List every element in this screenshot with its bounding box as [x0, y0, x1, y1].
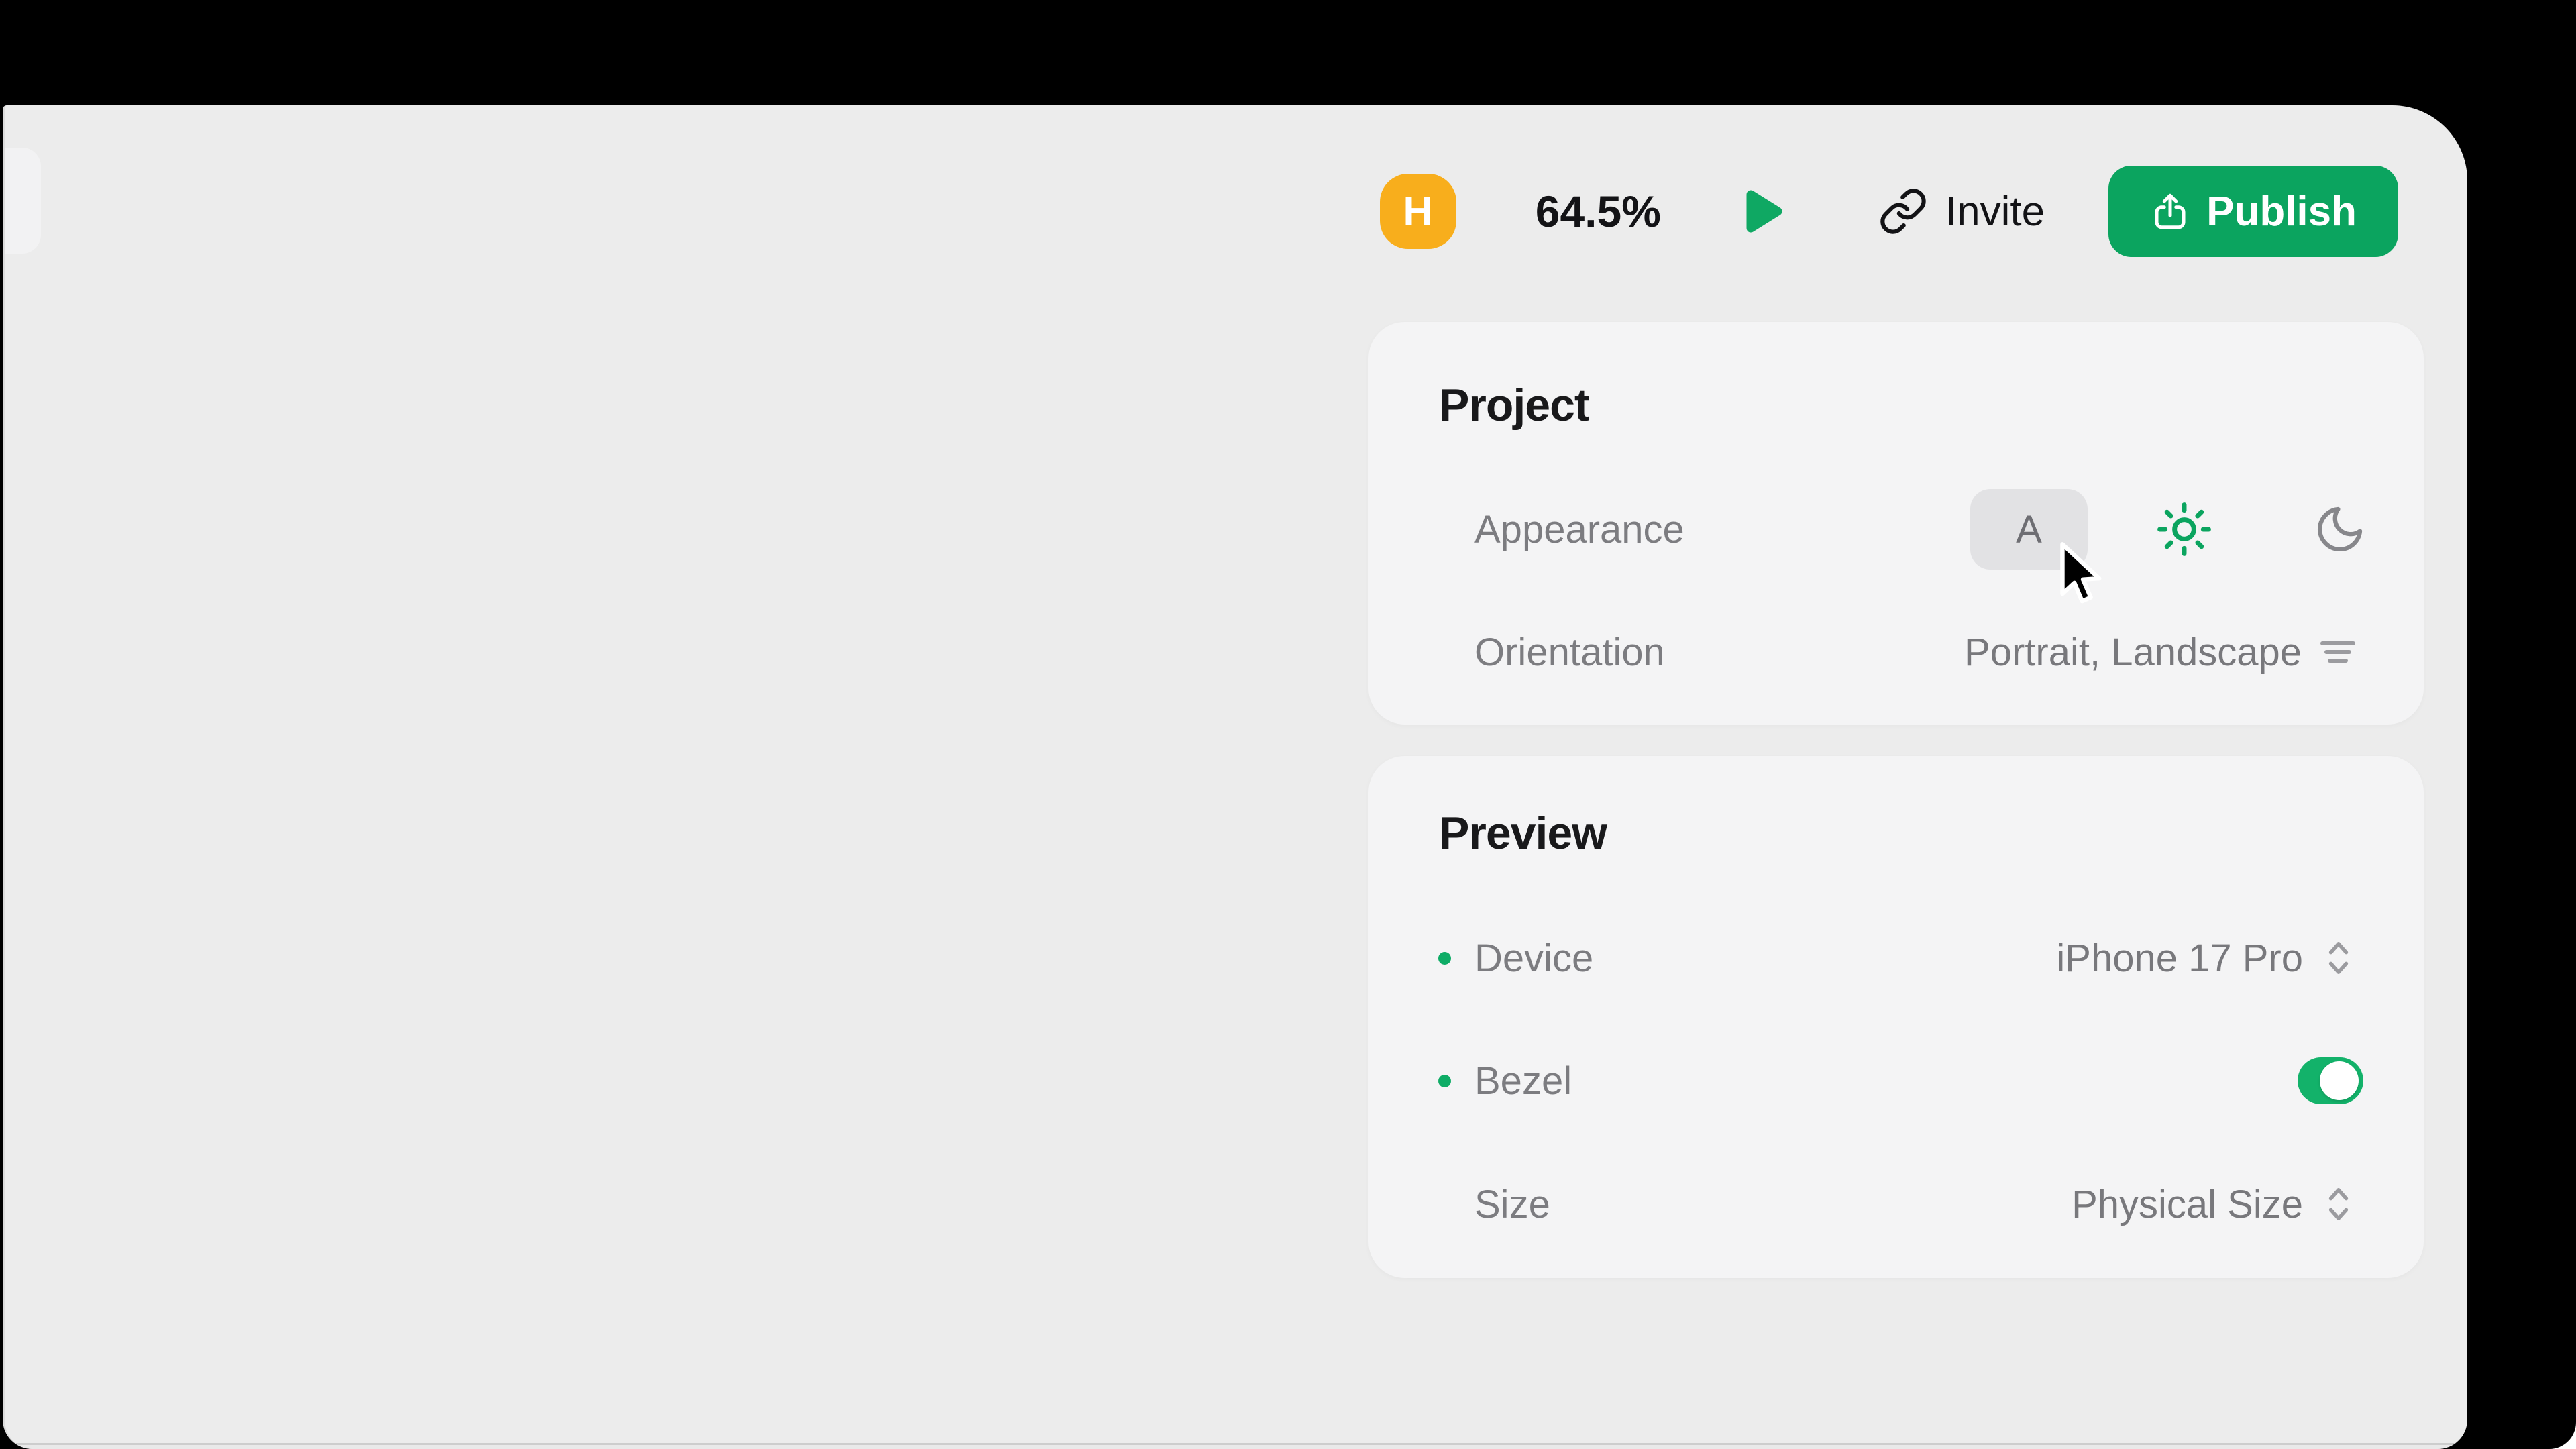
moon-icon [2317, 506, 2363, 552]
bezel-row: Bezel [1438, 1054, 2363, 1108]
invite-label: Invite [1945, 188, 2045, 235]
appearance-label: Appearance [1474, 507, 1684, 551]
zoom-level[interactable]: 64.5% [1535, 186, 1661, 236]
appearance-auto-button[interactable]: A [1970, 489, 2088, 570]
appearance-dark-button[interactable] [2313, 502, 2367, 556]
invite-button[interactable]: Invite [1878, 186, 2045, 236]
orientation-lines-icon [2320, 641, 2355, 663]
orientation-label: Orientation [1474, 630, 1665, 674]
toolbar: H 64.5% Invite [1379, 166, 2398, 257]
orientation-value: Portrait, Landscape [1964, 630, 2302, 674]
appearance-row: Appearance A [1474, 489, 2367, 570]
left-edge-panel-peek [5, 148, 41, 254]
publish-button[interactable]: Publish [2108, 166, 2398, 257]
chevron-updown-icon [2328, 942, 2349, 974]
device-value: iPhone 17 Pro [2056, 936, 2303, 980]
orientation-row: Orientation Portrait, Landscape [1474, 625, 2355, 679]
user-avatar[interactable]: H [1379, 174, 1456, 249]
appearance-light-button[interactable] [2156, 501, 2212, 557]
size-select[interactable]: Physical Size [2072, 1182, 2355, 1227]
chevron-updown-icon [2328, 1188, 2349, 1220]
modified-dot [1438, 1074, 1451, 1087]
play-button[interactable] [1743, 185, 1786, 237]
project-panel: Project Appearance A [1368, 322, 2424, 724]
appearance-segmented-control: A [1970, 489, 2367, 570]
share-icon [2155, 193, 2186, 229]
appearance-auto-label: A [2016, 507, 2042, 551]
preview-panel: Preview Device iPhone 17 Pro Bezel [1368, 756, 2424, 1278]
modified-dot [1438, 951, 1451, 965]
preview-panel-title: Preview [1439, 808, 1607, 859]
device-label: Device [1474, 936, 1594, 980]
size-value: Physical Size [2072, 1182, 2303, 1226]
bezel-label: Bezel [1474, 1059, 1572, 1103]
project-panel-title: Project [1439, 380, 1590, 431]
publish-label: Publish [2206, 188, 2357, 235]
device-select[interactable]: iPhone 17 Pro [2056, 936, 2355, 981]
size-row: Size Physical Size [1474, 1177, 2355, 1231]
window-bottom-rim [5, 1443, 2467, 1449]
toggle-knob [2320, 1061, 2359, 1100]
app-window: H 64.5% Invite [3, 105, 2467, 1449]
device-row: Device iPhone 17 Pro [1438, 931, 2355, 985]
play-icon [1746, 190, 1782, 233]
avatar-initial: H [1403, 188, 1434, 235]
size-label: Size [1474, 1182, 1550, 1226]
sun-icon [2157, 502, 2211, 556]
orientation-value-control[interactable]: Portrait, Landscape [1964, 630, 2355, 675]
link-icon [1880, 189, 1926, 234]
bezel-toggle[interactable] [2298, 1057, 2363, 1104]
